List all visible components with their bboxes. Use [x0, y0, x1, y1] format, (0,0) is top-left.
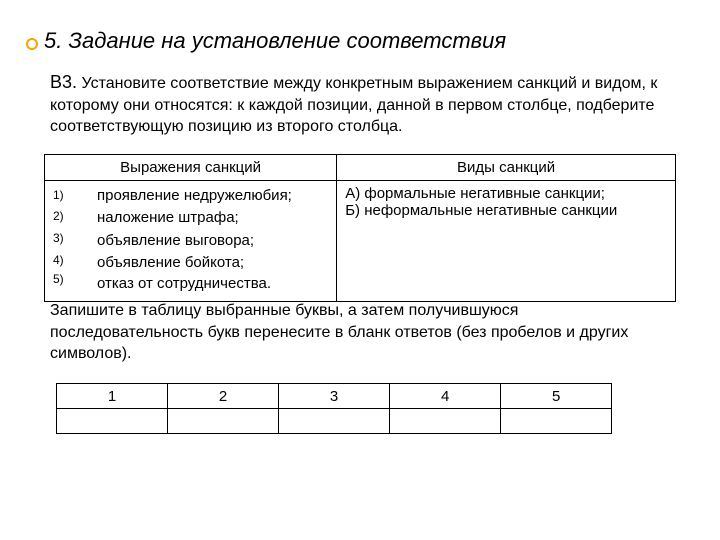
num-4: 4)	[53, 250, 81, 272]
num-3: 3)	[53, 228, 81, 250]
ans-cell-3[interactable]	[279, 409, 390, 434]
question-body: Установите соответствие между конкретным…	[50, 75, 657, 135]
question-paragraph: В3. Установите соответствие между конкре…	[50, 70, 676, 138]
item-3: объявление выговора;	[97, 230, 328, 253]
left-items: проявление недружелюбия; наложение штраф…	[89, 180, 337, 302]
answer-table: 1 2 3 4 5	[56, 383, 612, 434]
ans-cell-1[interactable]	[57, 409, 168, 434]
ans-cell-4[interactable]	[390, 409, 501, 434]
ans-col-2: 2	[168, 384, 279, 409]
ans-col-4: 4	[390, 384, 501, 409]
left-numbers: 1) 2) 3) 4) 5)	[45, 180, 90, 302]
item-1: проявление недружелюбия;	[97, 185, 328, 208]
item-2: наложение штрафа;	[97, 207, 328, 230]
ans-col-1: 1	[57, 384, 168, 409]
matching-table: Выражения санкций Виды санкций 1) 2) 3) …	[44, 154, 676, 303]
header-right: Виды санкций	[337, 154, 676, 180]
answer-header-row: 1 2 3 4 5	[57, 384, 612, 409]
item-4: объявление бойкота;	[97, 252, 328, 275]
num-1: 1)	[53, 185, 81, 207]
bullet-marker	[26, 38, 38, 50]
ans-cell-2[interactable]	[168, 409, 279, 434]
ans-cell-5[interactable]	[501, 409, 612, 434]
item-5: отказ от сотрудничества.	[97, 273, 328, 296]
task-title: 5. Задание на установление соответствия	[44, 28, 676, 54]
answer-input-row[interactable]	[57, 409, 612, 434]
num-2: 2)	[53, 206, 81, 228]
instruction-paragraph: Запишите в таблицу выбранные буквы, а за…	[50, 300, 676, 365]
ans-col-5: 5	[501, 384, 612, 409]
ans-col-3: 3	[279, 384, 390, 409]
right-cell: А) формальные негативные санкции; Б) неф…	[337, 180, 676, 302]
header-left: Выражения санкций	[45, 154, 337, 180]
question-lead: В3.	[50, 72, 77, 92]
num-5: 5)	[53, 269, 81, 291]
